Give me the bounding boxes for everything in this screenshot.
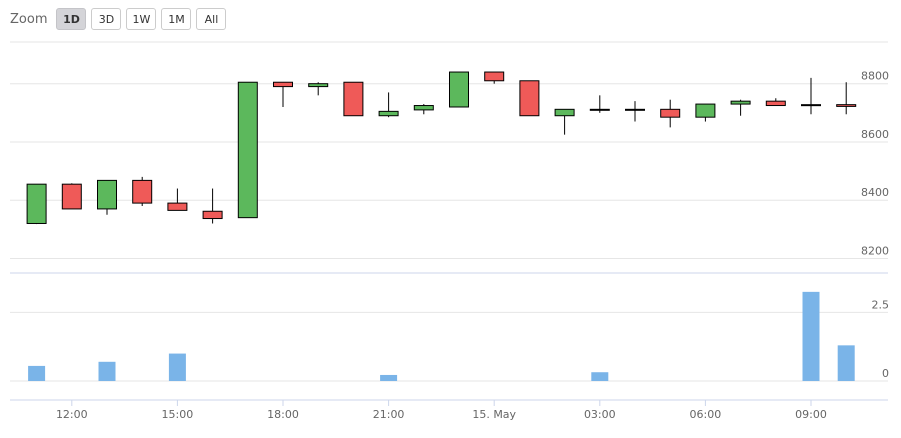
zoom-all-button[interactable]: All [196,8,227,30]
candle-up [554,108,575,117]
x-tick-label: 06:00 [690,408,722,421]
volume-bar [380,374,398,381]
candle-down [625,108,645,111]
zoom-1d-button[interactable]: 1D [56,8,87,30]
candle-down [132,179,153,204]
candle-up [237,81,258,219]
candle-up [97,179,117,210]
candle-down [484,71,505,82]
volume-bar [28,365,46,381]
candle-up [308,83,329,88]
candle-up [449,71,469,108]
volume-tick-label: 2.5 [872,298,890,311]
price-tick-label: 8600 [861,128,889,141]
volume-bar [837,345,855,381]
volume-bar [98,361,116,381]
x-tick-label: 15. May [472,408,516,421]
x-tick-label: 21:00 [373,408,405,421]
price-tick-label: 8400 [861,186,889,199]
x-tick-label: 12:00 [56,408,88,421]
axes: 8200 8400 8600 8800 0 2.5 12:00 15:00 18:00 21:00… [10,70,889,421]
x-tick-label: 03:00 [584,408,616,421]
volume-series [28,291,855,381]
candle-up [801,104,821,107]
volume-bar [591,372,609,381]
candle-down [765,100,786,107]
candle-down [519,80,540,117]
candle-up [26,183,47,224]
candle-down [167,202,188,211]
zoom-label: Zoom [10,11,48,27]
candle-down [660,108,681,118]
candle-up [378,110,399,117]
volume-tick-label: 0 [882,367,889,380]
zoom-1m-button[interactable]: 1M [161,8,192,30]
candle-down [836,104,857,107]
candlestick-series [26,71,857,225]
candle-down [273,81,293,88]
zoom-3d-button[interactable]: 3D [91,8,122,30]
candle-down [589,108,610,111]
x-tick-label: 18:00 [267,408,299,421]
price-tick-label: 8800 [861,70,889,83]
volume-bar [802,291,820,381]
candle-up [730,100,751,105]
candle-up [695,103,716,118]
x-tick-label: 09:00 [795,408,827,421]
zoom-toolbar: Zoom 1D 3D 1W 1M All [10,7,227,31]
grid-lines [10,41,888,382]
candle-up [413,105,434,111]
zoom-1w-button[interactable]: 1W [126,8,157,30]
candle-down [202,210,223,220]
candle-down [343,81,364,117]
x-tick-label: 15:00 [162,408,194,421]
price-tick-label: 8200 [861,244,889,257]
volume-bar [168,353,186,381]
candle-down [61,183,82,210]
